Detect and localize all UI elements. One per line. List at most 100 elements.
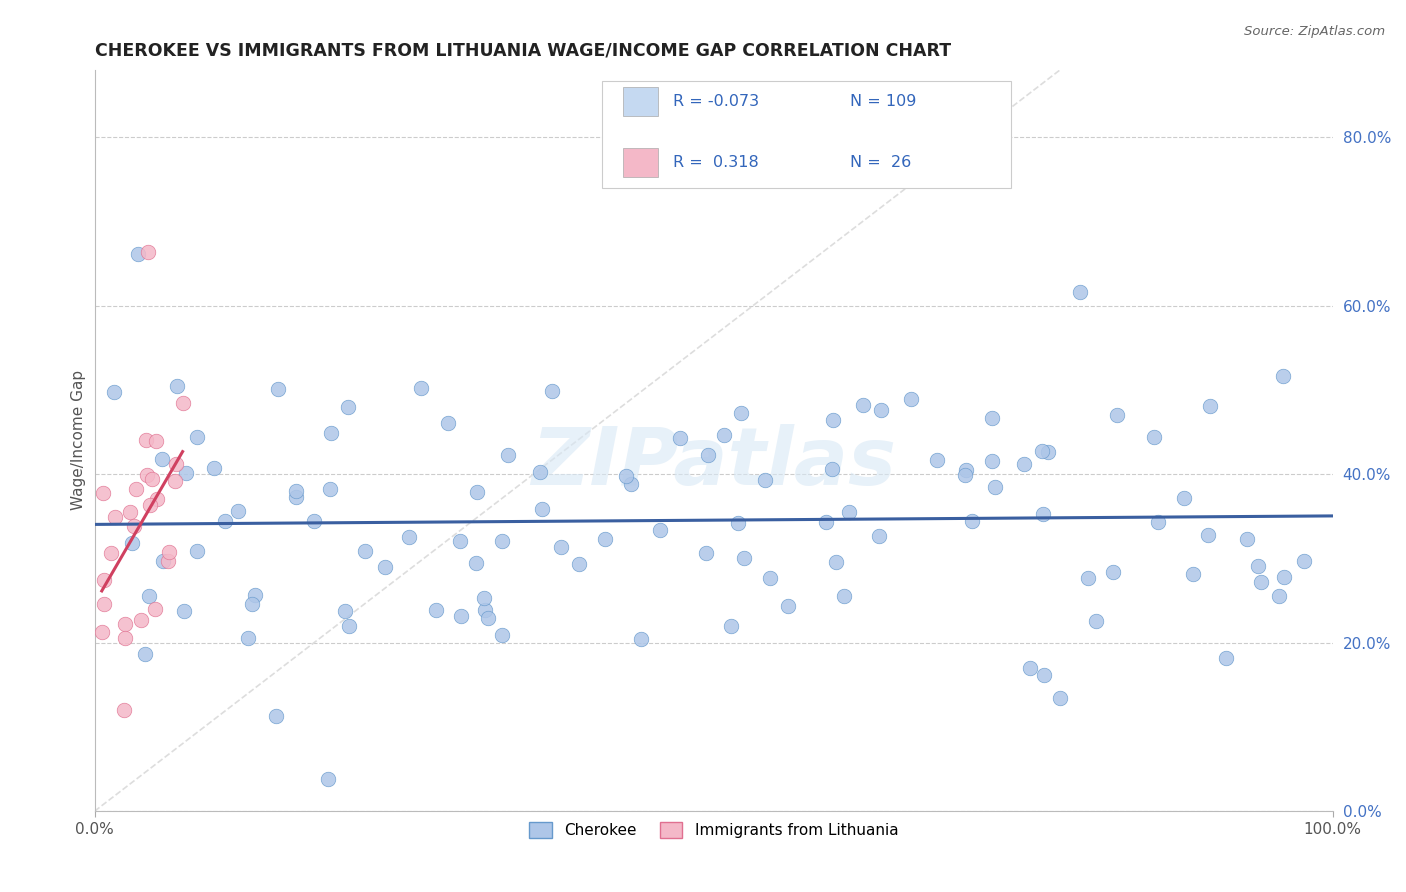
Point (214, 514, 236, 528)
Point (984, 480, 1007, 494)
Point (1031, 444, 1053, 458)
Point (172, 396, 194, 410)
Point (398, 530, 420, 544)
Point (202, 461, 225, 475)
Point (1033, 668, 1056, 682)
Point (491, 628, 513, 642)
Point (733, 551, 755, 566)
Point (353, 544, 375, 558)
Point (267, 382, 290, 396)
Point (112, 703, 135, 717)
Point (93, 574, 115, 588)
Point (1247, 558, 1270, 573)
Text: R = -0.073: R = -0.073 (673, 94, 759, 109)
Point (1272, 369, 1295, 384)
Point (754, 473, 776, 487)
Point (143, 601, 166, 615)
Point (498, 448, 520, 462)
Point (114, 631, 136, 645)
Point (321, 425, 343, 440)
Point (832, 589, 855, 603)
Point (838, 505, 860, 519)
Point (900, 392, 922, 406)
Point (122, 518, 145, 533)
Point (449, 533, 471, 548)
Point (150, 451, 173, 466)
Point (104, 510, 127, 524)
Point (1294, 554, 1316, 568)
Point (124, 482, 146, 496)
Point (955, 462, 977, 476)
Point (1032, 508, 1054, 522)
Point (477, 611, 499, 625)
Text: R =  0.318: R = 0.318 (673, 155, 759, 169)
Point (337, 401, 360, 415)
Point (1107, 408, 1129, 422)
Point (465, 485, 488, 500)
Point (437, 417, 460, 431)
Y-axis label: Wage/Income Gap: Wage/Income Gap (72, 370, 86, 510)
Point (720, 619, 742, 633)
Point (1077, 571, 1099, 585)
Point (316, 772, 339, 786)
Point (302, 514, 325, 528)
Point (186, 543, 208, 558)
Point (529, 466, 551, 480)
Text: ZIPatlas: ZIPatlas (531, 424, 896, 501)
Point (318, 482, 340, 496)
Point (174, 466, 197, 480)
Text: Source: ZipAtlas.com: Source: ZipAtlas.com (1244, 25, 1385, 38)
Point (823, 413, 845, 427)
Point (696, 448, 718, 462)
Text: N =  26: N = 26 (849, 155, 911, 169)
Point (127, 247, 149, 261)
Point (1173, 491, 1195, 505)
Point (114, 617, 136, 632)
Point (727, 516, 749, 530)
Point (226, 504, 249, 518)
Point (1036, 445, 1059, 459)
Point (1049, 691, 1071, 706)
Point (1236, 533, 1258, 547)
Point (614, 469, 637, 483)
Point (152, 553, 174, 567)
Point (138, 245, 160, 260)
Point (138, 498, 160, 512)
Point (425, 603, 447, 617)
Point (540, 384, 562, 398)
Point (1101, 565, 1123, 579)
Point (173, 604, 195, 618)
Point (868, 529, 890, 543)
Point (465, 556, 488, 570)
Point (120, 505, 142, 519)
Point (337, 619, 360, 633)
FancyBboxPatch shape (623, 87, 658, 116)
Point (814, 515, 837, 529)
Point (620, 477, 643, 491)
Point (450, 608, 472, 623)
Text: CHEROKEE VS IMMIGRANTS FROM LITHUANIA WAGE/INCOME GAP CORRELATION CHART: CHEROKEE VS IMMIGRANTS FROM LITHUANIA WA… (94, 42, 950, 60)
Point (530, 502, 553, 516)
Point (852, 398, 875, 412)
Text: N = 109: N = 109 (849, 94, 917, 109)
Point (472, 591, 495, 605)
Point (713, 428, 735, 442)
Point (630, 632, 652, 647)
Point (1019, 661, 1042, 675)
Point (157, 545, 180, 559)
Point (1012, 457, 1035, 471)
Point (821, 462, 844, 476)
Point (146, 492, 169, 507)
Point (491, 534, 513, 549)
Point (103, 385, 125, 400)
Point (927, 453, 949, 467)
Point (131, 613, 153, 627)
Point (953, 467, 976, 482)
Point (869, 403, 891, 417)
FancyBboxPatch shape (602, 81, 1011, 188)
Point (285, 483, 308, 498)
Point (825, 555, 848, 569)
Point (100, 546, 122, 560)
Point (474, 603, 496, 617)
Point (1085, 614, 1108, 628)
